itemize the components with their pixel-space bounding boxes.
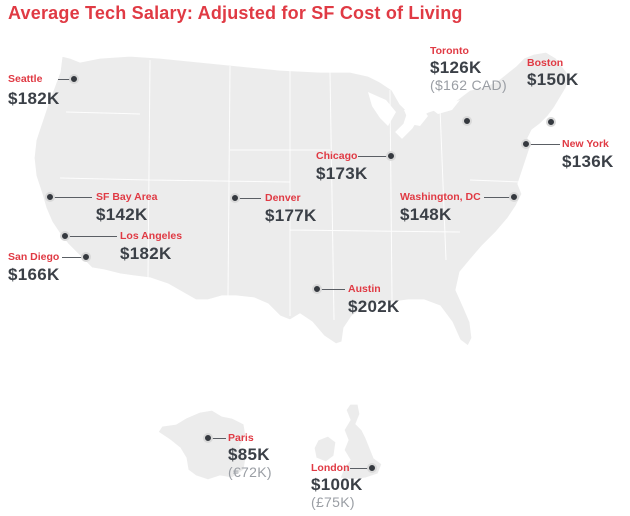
denver-salary: $177K (265, 206, 317, 225)
austin-leader (317, 289, 345, 290)
austin-name: Austin (348, 283, 381, 295)
new-york-salary: $136K (562, 152, 614, 171)
los-angeles-marker[interactable] (60, 231, 70, 241)
washington-dc-name: Washington, DC (400, 191, 481, 203)
boston-salary: $150K (527, 70, 579, 89)
paris-local-currency: (€72K) (228, 464, 272, 480)
paris-name: Paris (228, 432, 254, 444)
seattle-leader (58, 79, 74, 80)
denver-marker[interactable] (230, 193, 240, 203)
sf-bay-area-leader (50, 197, 92, 198)
boston-marker[interactable] (546, 117, 556, 127)
london-leader (350, 468, 372, 469)
seattle-name: Seattle (8, 73, 43, 85)
sf-bay-area-salary: $142K (96, 205, 148, 224)
chicago-leader (358, 156, 390, 157)
seattle-salary: $182K (8, 89, 60, 108)
san-diego-salary: $166K (8, 265, 60, 284)
london-marker[interactable] (367, 463, 377, 473)
boston-name: Boston (527, 57, 564, 69)
paris-marker[interactable] (203, 433, 213, 443)
washington-dc-salary: $148K (400, 205, 452, 224)
ireland-landmass (313, 435, 337, 463)
new-york-name: New York (562, 138, 609, 150)
denver-name: Denver (265, 192, 301, 204)
usa-landmass (33, 51, 571, 347)
sf-bay-area-marker[interactable] (45, 192, 55, 202)
new-york-marker[interactable] (521, 139, 531, 149)
london-salary: $100K (311, 475, 363, 494)
seattle-marker[interactable] (69, 74, 79, 84)
los-angeles-salary: $182K (120, 244, 172, 263)
toronto-local-currency: ($162 CAD) (430, 77, 507, 93)
page-title: Average Tech Salary: Adjusted for SF Cos… (8, 3, 463, 23)
denver-leader (235, 198, 261, 199)
paris-salary: $85K (228, 445, 270, 464)
los-angeles-name: Los Angeles (120, 230, 183, 242)
new-york-leader (526, 144, 560, 145)
france-landmass (157, 409, 247, 481)
chicago-marker[interactable] (386, 151, 396, 161)
austin-salary: $202K (348, 297, 400, 316)
london-local-currency: (£75K) (311, 494, 355, 510)
paris-leader (208, 438, 226, 439)
san-diego-name: San Diego (8, 251, 60, 263)
state-borders (59, 59, 521, 321)
san-diego-marker[interactable] (81, 252, 91, 262)
london-name: London (311, 462, 350, 474)
san-diego-leader (62, 257, 86, 258)
toronto-marker[interactable] (462, 116, 472, 126)
washington-dc-marker[interactable] (509, 192, 519, 202)
sf-bay-area-name: SF Bay Area (96, 191, 158, 203)
great-lakes (368, 92, 460, 126)
chicago-name: Chicago (316, 150, 358, 162)
washington-dc-leader (484, 197, 514, 198)
toronto-salary: $126K (430, 58, 482, 77)
uk-landmass (339, 403, 383, 481)
chicago-salary: $173K (316, 164, 368, 183)
los-angeles-leader (65, 236, 117, 237)
toronto-name: Toronto (430, 45, 469, 57)
austin-marker[interactable] (312, 284, 322, 294)
